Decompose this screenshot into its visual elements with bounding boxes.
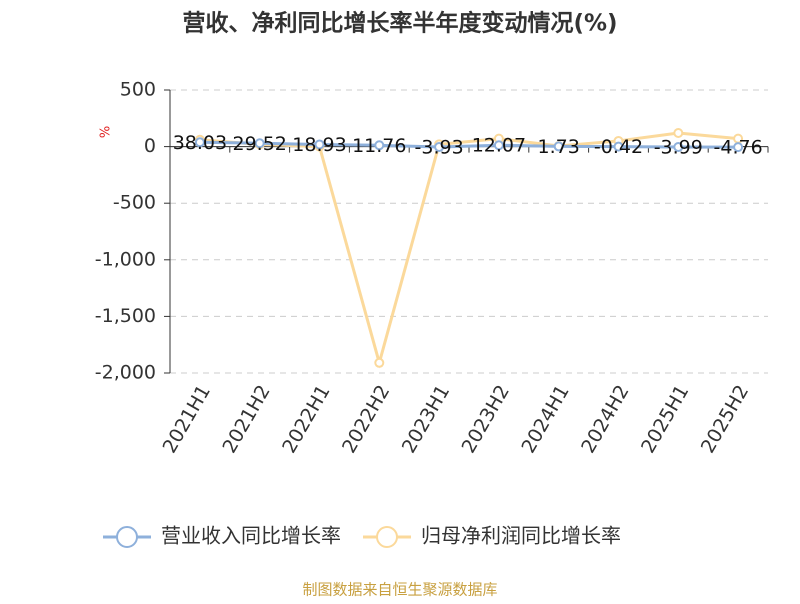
x-tick-label: 2023H2 — [458, 381, 514, 457]
x-tick-label: 2021H1 — [159, 381, 215, 457]
data-point — [613, 141, 624, 152]
data-label: 11.76 — [352, 135, 406, 157]
y-tick-label: 500 — [120, 79, 156, 101]
x-tick-label: 2022H1 — [278, 381, 334, 457]
series-line — [199, 131, 739, 369]
data-point — [194, 137, 205, 148]
series-line — [199, 140, 739, 149]
data-point — [254, 138, 265, 149]
y-tick-label: 0 — [144, 135, 156, 157]
data-label: -4.76 — [714, 137, 763, 159]
data-label: 38.03 — [173, 132, 227, 154]
data-point — [733, 142, 744, 153]
x-tick-label: 2025H1 — [637, 381, 693, 457]
x-tick-label: 2021H2 — [218, 381, 274, 457]
data-label: -0.42 — [594, 136, 643, 158]
data-label: 1.73 — [538, 136, 580, 158]
data-point — [673, 128, 684, 139]
y-tick-label: -1,500 — [95, 305, 156, 327]
legend-label: 营业收入同比增长率 — [161, 524, 341, 548]
data-point — [434, 142, 445, 153]
y-tick-label: -500 — [113, 192, 156, 214]
y-tick-label: -2,000 — [95, 362, 156, 384]
legend-label: 归母净利润同比增长率 — [421, 524, 621, 548]
data-label: -3.99 — [654, 137, 703, 159]
legend-marker — [376, 526, 398, 548]
data-point — [314, 139, 325, 150]
data-point — [374, 140, 385, 151]
data-label: -3.93 — [415, 137, 464, 159]
x-tick-label: 2024H2 — [577, 381, 633, 457]
y-tick-label: -1,000 — [95, 248, 156, 270]
y-unit: % — [99, 126, 114, 138]
source-note: 制图数据来自恒生聚源数据库 — [302, 581, 497, 599]
data-label: 12.07 — [472, 135, 526, 157]
x-tick-label: 2022H2 — [338, 381, 394, 457]
x-tick-label: 2024H1 — [517, 381, 573, 457]
x-tick-label: 2023H1 — [398, 381, 454, 457]
data-point — [553, 141, 564, 152]
data-label: 29.52 — [232, 133, 286, 155]
data-point — [673, 142, 684, 153]
data-label: 18.93 — [292, 134, 346, 156]
data-point — [374, 357, 385, 368]
x-tick-label: 2025H2 — [697, 381, 753, 457]
chart-title: 营收、净利同比增长率半年度变动情况(%) — [182, 10, 617, 37]
data-point — [493, 140, 504, 151]
legend-marker — [116, 526, 138, 548]
